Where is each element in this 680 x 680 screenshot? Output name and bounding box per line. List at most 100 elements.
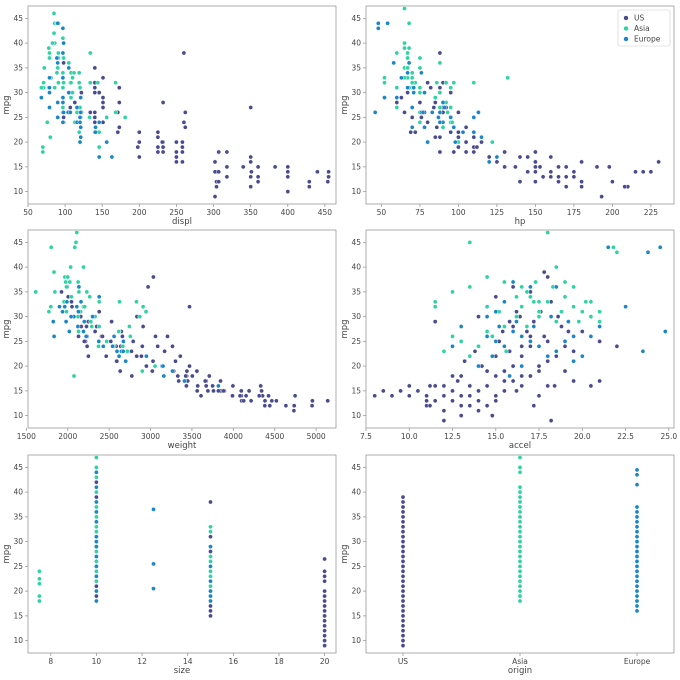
data-point <box>424 393 429 399</box>
data-point <box>309 403 315 409</box>
data-point <box>389 393 395 399</box>
data-point <box>94 504 99 510</box>
data-point <box>634 568 640 574</box>
data-point <box>517 504 523 510</box>
data-point <box>502 324 507 329</box>
data-point <box>129 348 134 354</box>
data-point <box>137 314 143 319</box>
data-point <box>494 154 500 160</box>
data-point <box>479 139 484 145</box>
data-point <box>72 100 78 105</box>
data-point <box>125 348 130 354</box>
data-point <box>77 115 83 120</box>
data-point <box>634 467 640 473</box>
y-tick-label: 45 <box>13 14 23 23</box>
data-point <box>451 80 457 86</box>
data-point <box>113 110 118 115</box>
data-point <box>224 174 230 180</box>
data-point <box>479 134 484 140</box>
data-point <box>562 279 568 285</box>
data-point <box>182 378 187 384</box>
data-point <box>451 124 457 130</box>
data-point <box>116 329 122 334</box>
data-point <box>417 100 423 105</box>
data-point <box>634 529 640 535</box>
x-tick-label: 14 <box>183 657 193 666</box>
data-point <box>536 299 542 305</box>
data-point <box>94 474 99 480</box>
data-point <box>519 383 525 389</box>
data-point <box>208 598 213 604</box>
data-point <box>559 309 564 315</box>
x-tick-label: 100 <box>58 208 73 217</box>
data-point <box>533 159 538 165</box>
data-point <box>187 304 192 310</box>
x-tick-label: 125 <box>490 208 505 217</box>
data-point <box>510 378 516 384</box>
data-point <box>517 524 523 530</box>
data-point <box>409 70 415 76</box>
data-point <box>155 149 161 155</box>
data-point <box>55 20 61 26</box>
data-point <box>66 65 72 71</box>
data-point <box>571 284 576 290</box>
data-point <box>180 144 185 150</box>
data-point <box>322 613 327 619</box>
data-point <box>400 623 406 629</box>
data-point <box>151 586 156 591</box>
data-point <box>517 573 523 579</box>
data-point <box>208 534 213 540</box>
data-point <box>434 124 440 130</box>
data-point <box>458 393 464 399</box>
data-point <box>400 633 406 639</box>
data-point <box>175 373 181 379</box>
data-point <box>445 110 450 115</box>
data-point <box>94 564 99 569</box>
data-point <box>208 499 213 505</box>
data-point <box>60 105 66 110</box>
data-point <box>502 279 507 285</box>
data-point <box>419 115 424 120</box>
y-tick-label: 30 <box>13 312 23 321</box>
data-point <box>76 129 82 135</box>
data-point <box>87 110 93 115</box>
data-point <box>634 524 640 530</box>
data-point <box>448 90 454 95</box>
data-point <box>528 284 533 290</box>
series-us <box>372 269 620 423</box>
data-point <box>432 383 438 389</box>
data-point <box>502 343 507 349</box>
data-point <box>144 353 149 359</box>
data-point <box>476 398 481 404</box>
y-axis-label: mpg <box>2 319 12 338</box>
data-point <box>177 353 183 359</box>
data-point <box>86 353 91 359</box>
data-point <box>87 80 93 86</box>
data-point <box>405 55 410 61</box>
x-tick-label: 50 <box>23 208 33 217</box>
data-point <box>174 139 179 145</box>
data-point <box>92 115 98 120</box>
y-tick-label: 20 <box>13 138 23 147</box>
y-axis-label: mpg <box>2 95 12 114</box>
x-tick-label: 1500 <box>17 432 36 441</box>
data-point <box>60 100 66 105</box>
data-point <box>517 489 523 495</box>
data-point <box>517 583 523 589</box>
data-point <box>144 363 149 369</box>
data-point <box>405 50 410 56</box>
data-point <box>269 398 275 404</box>
data-point <box>248 174 254 180</box>
data-point <box>60 70 66 76</box>
data-point <box>104 139 110 145</box>
data-point <box>400 638 406 643</box>
data-point <box>94 499 99 505</box>
data-point <box>136 129 142 135</box>
data-point <box>545 274 551 280</box>
data-point <box>248 184 254 190</box>
data-point <box>77 119 83 125</box>
data-point <box>493 373 499 379</box>
data-point <box>94 509 99 515</box>
data-point <box>291 403 297 409</box>
data-point <box>248 159 254 165</box>
